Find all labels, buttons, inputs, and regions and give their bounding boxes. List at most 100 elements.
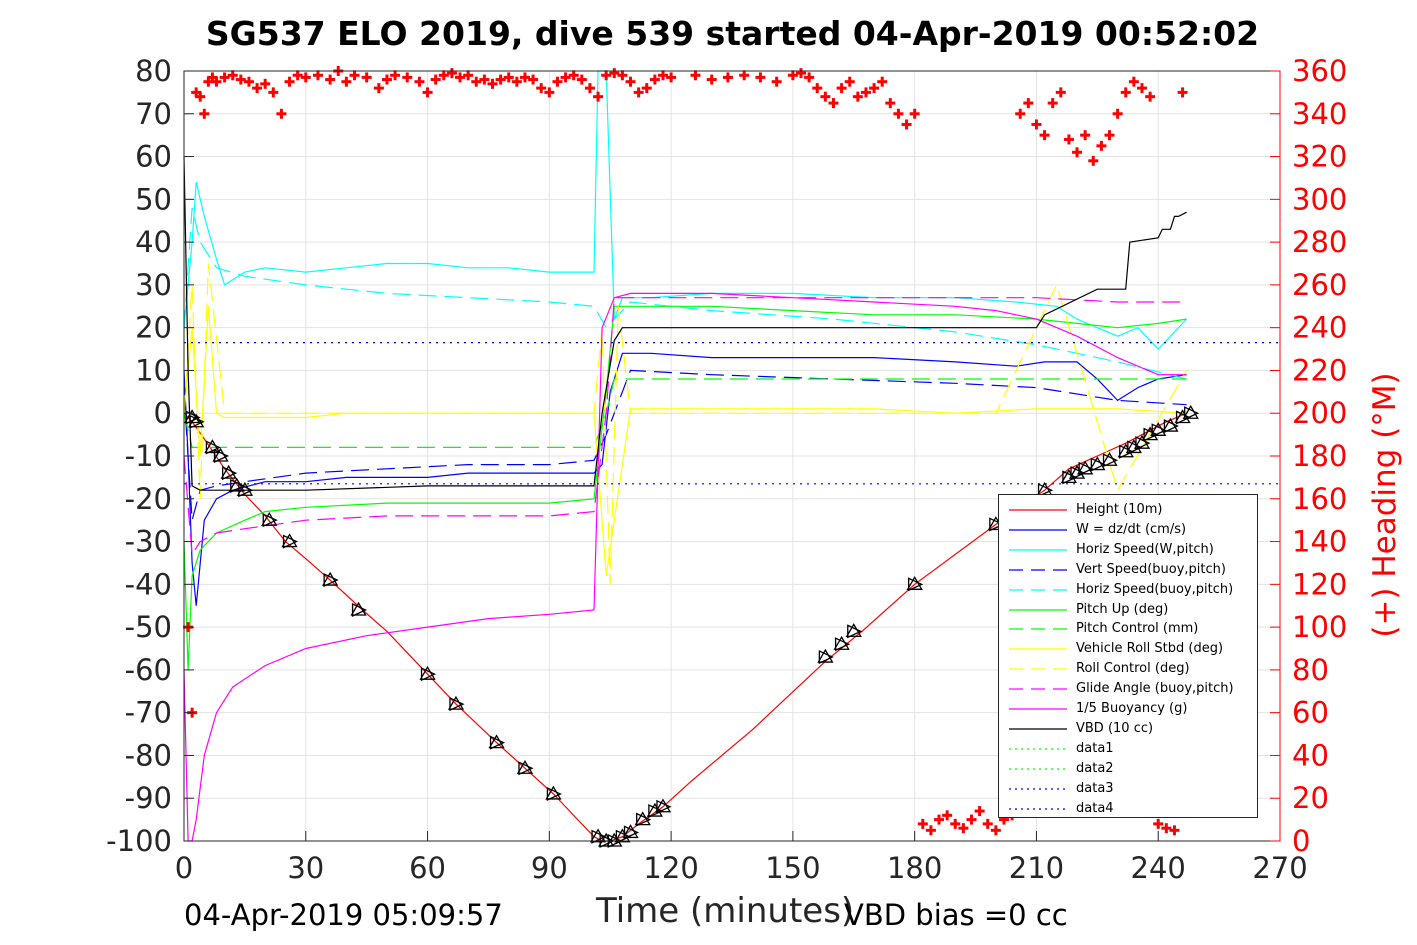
triangle-marker	[1117, 443, 1135, 459]
heading-marker	[1177, 87, 1188, 98]
heading-marker	[584, 83, 595, 94]
triangle-marker-right	[1163, 419, 1179, 434]
heading-marker	[1161, 823, 1172, 834]
triangle-marker-right	[262, 513, 278, 528]
triangle-marker	[1141, 426, 1159, 442]
triangle-marker-right	[818, 650, 834, 665]
heading-marker	[877, 76, 888, 87]
y-tick-label: 20	[135, 311, 172, 345]
heading-marker	[950, 818, 961, 829]
heading-marker	[487, 78, 498, 89]
triangle-marker-right	[1119, 444, 1135, 459]
heading-marker	[966, 814, 977, 825]
heading-marker	[771, 76, 782, 87]
heading-marker	[755, 72, 766, 83]
heading-marker	[844, 76, 855, 87]
legend-item: 1/5 Buoyancy (g)	[999, 699, 1257, 719]
x-tick-label: 150	[765, 851, 820, 885]
legend-item: Glide Angle (buoy,pitch)	[999, 679, 1257, 699]
heading-marker	[601, 70, 612, 81]
triangle-marker-right	[230, 478, 246, 493]
legend-label: VBD (10 cc)	[1076, 720, 1154, 736]
heading-marker	[312, 70, 323, 81]
legend-label: Horiz Speed(W,pitch)	[1076, 541, 1214, 557]
legend-item: data3	[999, 779, 1257, 799]
triangle-marker-right	[518, 761, 534, 776]
triangle-marker	[1077, 460, 1094, 476]
y-tick-label: 10	[135, 353, 172, 387]
y-tick-label: 60	[135, 140, 172, 174]
legend-label: Glide Angle (buoy,pitch)	[1076, 681, 1234, 697]
x-tick-label: 0	[175, 851, 193, 885]
heading-marker	[836, 83, 847, 94]
heading-marker	[885, 98, 896, 109]
triangle-marker	[350, 601, 368, 618]
heading-marker	[1031, 119, 1042, 130]
triangle-marker-right	[213, 448, 230, 464]
legend-item: Vert Speed(buoy,pitch)	[999, 560, 1257, 580]
heading-marker	[633, 87, 644, 98]
heading-marker	[990, 825, 1001, 836]
triangle-marker	[1060, 469, 1078, 485]
triangle-marker	[516, 759, 534, 776]
footer-timestamp: 04-Apr-2019 05:09:57	[184, 898, 503, 932]
legend-label: Pitch Up (deg)	[1076, 601, 1169, 617]
legend-swatch	[1009, 608, 1067, 611]
legend-item: Horiz Speed(W,pitch)	[999, 540, 1257, 560]
triangle-marker-right	[238, 483, 254, 498]
heading-marker	[260, 78, 271, 89]
right-y-axis-label: (+) Heading (°M)	[1367, 372, 1403, 638]
heading-marker	[625, 76, 636, 87]
heading-marker	[560, 72, 571, 83]
triangle-marker-right	[1062, 470, 1078, 485]
heading-marker	[860, 87, 871, 98]
triangle-marker-right	[351, 602, 368, 618]
heading-marker	[934, 814, 945, 825]
triangle-marker-right	[989, 517, 1005, 532]
heading-marker	[349, 70, 360, 81]
y-tick-label: -80	[125, 738, 172, 772]
heading-marker	[869, 83, 880, 94]
legend-label: Horiz Speed(buoy,pitch)	[1076, 581, 1234, 597]
heading-marker	[722, 72, 733, 83]
triangle-marker-right	[449, 697, 465, 712]
y-tick-label: -10	[125, 439, 172, 473]
heading-marker	[1080, 130, 1091, 141]
axes: 0 30 60 90 120 150 180 210 240 270 80 70 60 50 40 30 20 1…	[106, 54, 1347, 885]
y-tick-label: 50	[135, 182, 172, 216]
heading-marker	[495, 74, 506, 85]
heading-marker	[641, 83, 652, 94]
triangle-marker	[188, 413, 205, 429]
chart-title: SG537 ELO 2019, dive 539 started 04-Apr-…	[205, 14, 1260, 53]
triangle-marker	[204, 439, 221, 455]
heading-marker	[414, 76, 425, 87]
heading-marker	[300, 72, 311, 83]
legend-item: Horiz Speed(buoy,pitch)	[999, 580, 1257, 600]
heading-marker	[284, 76, 295, 87]
triangle-marker	[322, 571, 339, 588]
legend-swatch	[1009, 628, 1067, 630]
heading-marker	[479, 74, 490, 85]
triangle-marker	[447, 695, 465, 712]
right-y-tick-label: 280	[1292, 225, 1347, 259]
right-y-tick-label: 60	[1292, 696, 1329, 730]
heading-marker	[373, 83, 384, 94]
series-line-10	[183, 297, 1187, 557]
heading-marker	[1072, 147, 1083, 158]
legend-swatch	[1009, 509, 1067, 511]
x-tick-label: 120	[643, 851, 698, 885]
triangle-marker-right	[591, 829, 607, 844]
legend-swatch	[1009, 549, 1067, 551]
y-tick-label: -20	[125, 482, 172, 516]
triangle-marker-right	[1078, 461, 1094, 476]
legend-item: Vehicle Roll Stbd (deg)	[999, 639, 1257, 659]
legend-swatch	[1009, 768, 1067, 770]
triangle-marker	[261, 511, 278, 528]
heading-marker	[471, 76, 482, 87]
triangle-marker-right	[1175, 410, 1192, 425]
heading-marker	[796, 68, 807, 79]
heading-marker	[706, 74, 717, 85]
right-y-tick-label: 320	[1292, 140, 1347, 174]
heading-marker	[1136, 83, 1147, 94]
series-line-11	[183, 292, 1187, 842]
